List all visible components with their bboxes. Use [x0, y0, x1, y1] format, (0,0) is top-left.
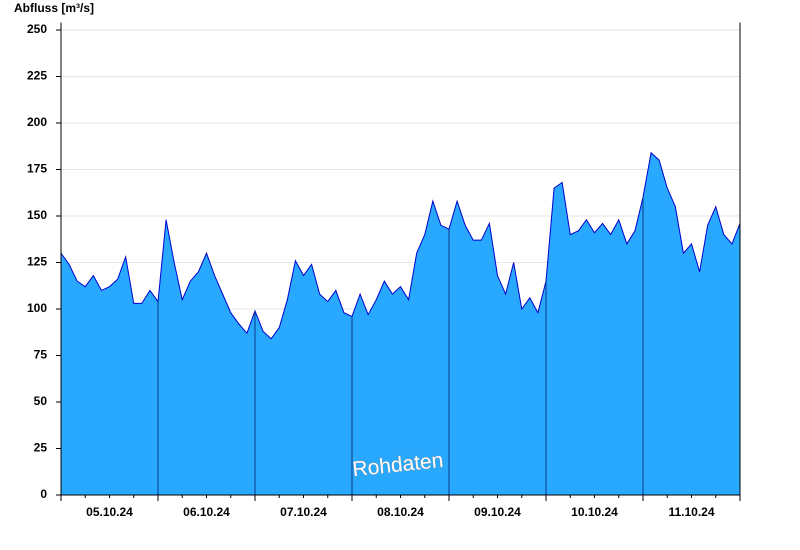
x-tick-label: 09.10.24 [474, 505, 521, 519]
y-tick-label: 225 [27, 69, 47, 83]
x-tick-label: 07.10.24 [280, 505, 327, 519]
x-tick-label: 10.10.24 [571, 505, 618, 519]
x-tick-label: 06.10.24 [183, 505, 230, 519]
y-tick-label: 0 [40, 487, 47, 501]
x-tick-label: 08.10.24 [377, 505, 424, 519]
area [61, 152, 740, 495]
y-tick-label: 75 [34, 348, 48, 362]
y-tick-label: 250 [27, 22, 47, 36]
x-tick-label: 11.10.24 [668, 505, 714, 519]
y-tick-label: 125 [27, 255, 47, 269]
line [60, 151, 741, 340]
y-tick-label: 50 [34, 394, 48, 408]
x-tick-label: 05.10.24 [86, 505, 133, 519]
y-tick-label: 175 [27, 162, 47, 176]
y-tick-label: 100 [27, 301, 47, 315]
y-tick-label: 150 [27, 208, 47, 222]
y-tick-label: 25 [34, 441, 48, 455]
y-tick-label: 200 [27, 115, 47, 129]
chart-title: Abfluss [m³/s] [14, 1, 94, 15]
